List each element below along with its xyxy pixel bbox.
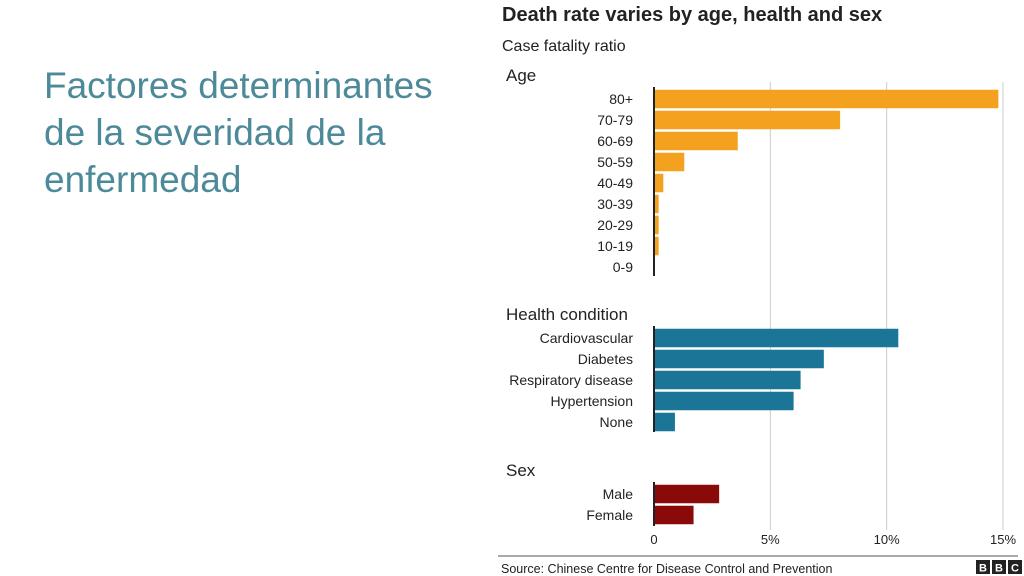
category-label: 80+ bbox=[609, 91, 633, 107]
bar bbox=[654, 152, 685, 172]
bar bbox=[654, 110, 841, 130]
bbc-logo-letter: B bbox=[979, 563, 987, 575]
group-label: Age bbox=[506, 66, 536, 85]
slide-title-line: Factores determinantes bbox=[44, 65, 433, 106]
group-label: Sex bbox=[506, 461, 536, 480]
category-label: Hypertension bbox=[551, 393, 634, 409]
category-label: 60-69 bbox=[597, 133, 633, 149]
bar bbox=[654, 505, 694, 525]
bar bbox=[654, 194, 659, 214]
bar bbox=[654, 173, 664, 193]
category-label: None bbox=[600, 414, 634, 430]
chart-subtitle: Case fatality ratio bbox=[502, 38, 626, 55]
bar bbox=[654, 484, 720, 504]
x-tick-label: 0 bbox=[650, 532, 657, 547]
bar bbox=[654, 236, 659, 256]
bbc-logo-letter: C bbox=[1011, 563, 1019, 575]
bar bbox=[654, 131, 738, 151]
bbc-logo-block bbox=[976, 560, 990, 574]
category-label: 40-49 bbox=[597, 175, 633, 191]
category-label: Female bbox=[586, 507, 633, 523]
bar bbox=[654, 370, 801, 390]
bar bbox=[654, 89, 999, 109]
bar bbox=[654, 391, 794, 411]
category-label: 20-29 bbox=[597, 217, 633, 233]
source-note: Source: Chinese Centre for Disease Contr… bbox=[501, 562, 832, 576]
category-label: 10-19 bbox=[597, 238, 633, 254]
x-tick-label: 15% bbox=[990, 532, 1016, 547]
slide-title-line: de la severidad de la bbox=[44, 112, 386, 153]
bbc-logo-block bbox=[1008, 560, 1022, 574]
x-tick-label: 10% bbox=[874, 532, 900, 547]
bar bbox=[654, 412, 675, 432]
slide-title-line: enfermedad bbox=[44, 159, 242, 200]
category-label: 30-39 bbox=[597, 196, 633, 212]
bar bbox=[654, 215, 659, 235]
category-label: Male bbox=[603, 486, 634, 502]
bar bbox=[654, 328, 899, 348]
category-label: Respiratory disease bbox=[509, 372, 633, 388]
category-label: Cardiovascular bbox=[540, 330, 634, 346]
bbc-logo-block bbox=[992, 560, 1006, 574]
category-label: 70-79 bbox=[597, 112, 633, 128]
plot-area: Age 80+ 70-79 60-69 50-59 40-49 30-39 20-29 10-1… bbox=[506, 66, 1016, 547]
bar bbox=[654, 349, 824, 369]
chart-title: Death rate varies by age, health and sex bbox=[502, 4, 882, 26]
category-label: 50-59 bbox=[597, 154, 633, 170]
x-tick-label: 5% bbox=[761, 532, 780, 547]
category-label: Diabetes bbox=[578, 351, 633, 367]
slide-title: Factores determinantes de la severidad d… bbox=[44, 62, 484, 203]
bbc-logo: B B C bbox=[976, 560, 1022, 575]
group-label: Health condition bbox=[506, 305, 628, 324]
category-label: 0-9 bbox=[613, 259, 633, 275]
bbc-logo-letter: B bbox=[995, 563, 1003, 575]
